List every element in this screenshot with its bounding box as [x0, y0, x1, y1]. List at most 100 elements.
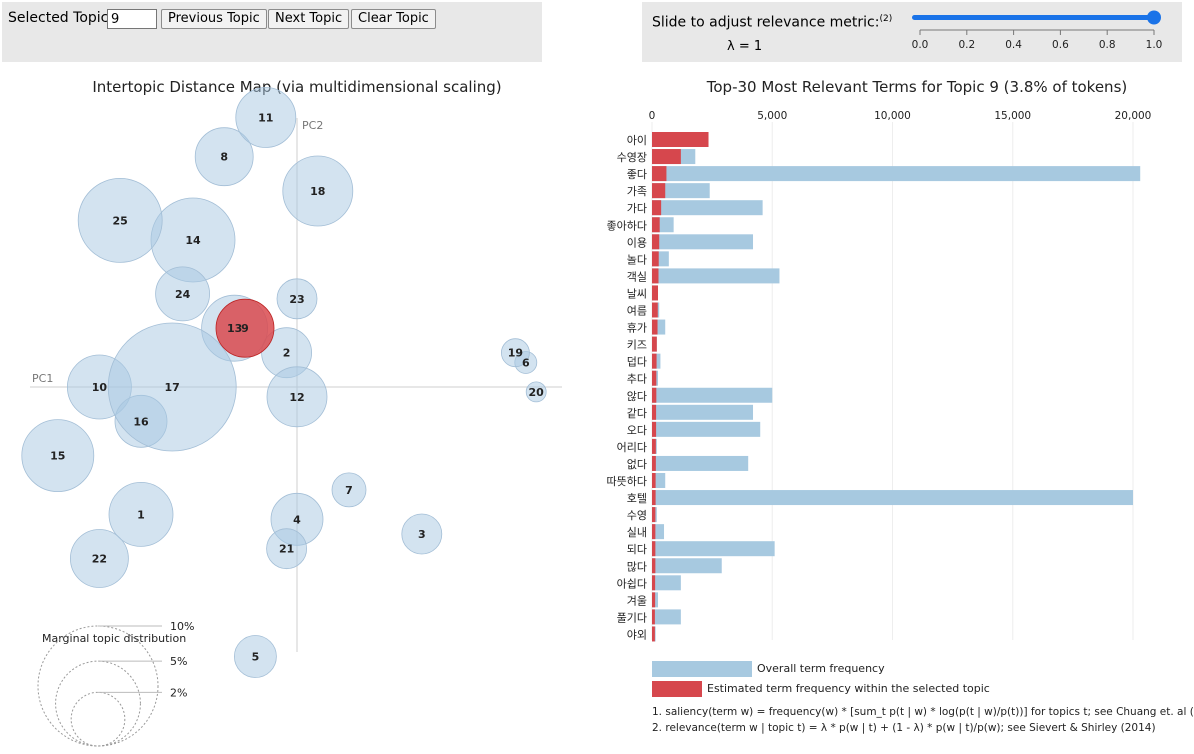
term-label[interactable]: 같다	[627, 407, 647, 420]
overall-frequency-bar[interactable]	[652, 558, 722, 574]
overall-frequency-bar[interactable]	[652, 455, 749, 471]
overall-frequency-bar[interactable]	[652, 421, 761, 437]
term-label[interactable]: 없다	[627, 458, 647, 471]
topic-bubble-20[interactable]	[525, 381, 547, 403]
topic-frequency-bar[interactable]	[652, 558, 656, 574]
topic-frequency-bar[interactable]	[652, 455, 656, 471]
topic-bubble-12[interactable]	[266, 366, 328, 428]
term-label[interactable]: 좋다	[627, 168, 647, 181]
topic-frequency-bar[interactable]	[652, 524, 656, 540]
term-label[interactable]: 많다	[627, 560, 647, 573]
topic-frequency-bar[interactable]	[652, 319, 658, 335]
topic-frequency-bar[interactable]	[652, 609, 655, 625]
topic-frequency-bar[interactable]	[652, 473, 656, 488]
term-label[interactable]: 되다	[627, 543, 647, 556]
topic-bubble-15[interactable]	[21, 419, 95, 493]
topic-frequency-bar[interactable]	[652, 404, 657, 420]
topic-frequency-bar[interactable]	[652, 217, 660, 233]
topic-frequency-bar[interactable]	[652, 132, 709, 147]
term-bars[interactable]	[652, 132, 1141, 642]
term-label[interactable]: 가족	[627, 185, 647, 198]
term-label[interactable]: 수영장	[617, 151, 647, 164]
topic-bubble-19[interactable]	[501, 338, 530, 368]
topic-bubble-11[interactable]	[235, 87, 297, 148]
topic-frequency-bar[interactable]	[652, 490, 656, 506]
topic-frequency-bar[interactable]	[652, 302, 658, 318]
topic-frequency-bar[interactable]	[652, 592, 656, 608]
relevance-slider[interactable]: 0.0 0.2 0.4 0.6 0.8 1.0	[904, 4, 1174, 60]
overall-frequency-bar[interactable]	[652, 541, 775, 557]
overall-frequency-bar[interactable]	[652, 490, 1133, 506]
overall-frequency-bar[interactable]	[652, 200, 763, 216]
topic-frequency-bar[interactable]	[652, 575, 656, 591]
term-label[interactable]: 키즈	[627, 339, 647, 352]
term-label[interactable]: 휴가	[627, 322, 647, 335]
topic-bubble-3[interactable]	[401, 513, 443, 555]
topic-bubble-25[interactable]	[77, 177, 163, 263]
overall-frequency-bar[interactable]	[652, 609, 681, 625]
topic-frequency-bar[interactable]	[652, 626, 655, 642]
overall-frequency-bar[interactable]	[652, 183, 710, 199]
overall-frequency-bar[interactable]	[652, 268, 780, 284]
term-label[interactable]: 이용	[627, 236, 647, 249]
term-label[interactable]: 날씨	[627, 287, 647, 300]
slider-track[interactable]	[912, 15, 1158, 20]
term-label[interactable]: 아이	[627, 134, 647, 147]
topic-frequency-bar[interactable]	[652, 336, 657, 352]
topic-frequency-bar[interactable]	[652, 370, 657, 386]
topic-bubbles[interactable]	[21, 87, 547, 678]
topic-frequency-bar[interactable]	[652, 541, 656, 557]
topic-bubble-21[interactable]	[266, 528, 308, 570]
topic-frequency-bar[interactable]	[652, 421, 657, 437]
topic-bubble-5[interactable]	[233, 635, 277, 678]
overall-frequency-bar[interactable]	[652, 234, 754, 250]
topic-frequency-bar[interactable]	[652, 149, 681, 165]
slider-thumb[interactable]	[1147, 10, 1161, 25]
term-label[interactable]: 놀다	[627, 253, 647, 266]
topic-frequency-bar[interactable]	[652, 438, 656, 454]
topic-bubble-selected-9[interactable]	[215, 298, 275, 358]
term-label[interactable]: 실내	[627, 526, 647, 539]
term-label[interactable]: 객실	[627, 270, 647, 283]
selected-topic-input[interactable]	[107, 9, 157, 29]
topic-bubble-7[interactable]	[331, 472, 367, 508]
term-label[interactable]: 겨울	[627, 594, 647, 607]
clear-topic-button[interactable]: Clear Topic	[351, 9, 436, 29]
topic-bubble-1[interactable]	[108, 482, 174, 547]
term-label[interactable]: 수영	[627, 509, 647, 522]
term-label[interactable]: 추다	[627, 373, 647, 386]
term-label[interactable]: 아쉽다	[617, 577, 647, 590]
topic-bubble-17[interactable]	[107, 322, 237, 452]
term-label[interactable]: 않다	[627, 390, 647, 403]
term-label[interactable]: 따뜻하다	[607, 474, 647, 488]
topic-frequency-bar[interactable]	[652, 353, 657, 369]
topic-frequency-bar[interactable]	[652, 200, 662, 216]
term-label[interactable]: 가다	[627, 202, 647, 215]
next-topic-button[interactable]: Next Topic	[268, 9, 350, 29]
term-label[interactable]: 야외	[627, 628, 647, 641]
topic-frequency-bar[interactable]	[652, 251, 659, 267]
topic-bubble-22[interactable]	[70, 529, 129, 588]
topic-bubble-23[interactable]	[276, 278, 318, 320]
topic-bubble-24[interactable]	[155, 266, 211, 322]
term-label[interactable]: 여름	[627, 305, 647, 318]
term-label[interactable]: 호텔	[627, 492, 647, 505]
topic-frequency-bar[interactable]	[652, 285, 659, 301]
topic-frequency-bar[interactable]	[652, 166, 667, 182]
topic-bubble-8[interactable]	[194, 127, 254, 187]
term-label[interactable]: 어리다	[617, 441, 647, 454]
previous-topic-button[interactable]: Previous Topic	[161, 9, 267, 29]
term-labels[interactable]: 아이수영장좋다가족가다좋아하다이용놀다객실날씨여름휴가키즈덥다추다않다같다오다어…	[607, 134, 647, 641]
overall-frequency-bar[interactable]	[652, 387, 773, 403]
topic-bubble-18[interactable]	[282, 155, 354, 227]
topic-frequency-bar[interactable]	[652, 234, 660, 250]
topic-frequency-bar[interactable]	[652, 387, 657, 403]
term-label[interactable]: 오다	[627, 424, 647, 437]
topic-frequency-bar[interactable]	[652, 268, 659, 284]
overall-frequency-bar[interactable]	[652, 404, 754, 420]
term-label[interactable]: 좋아하다	[607, 218, 647, 232]
overall-frequency-bar[interactable]	[652, 575, 681, 591]
topic-frequency-bar[interactable]	[652, 183, 666, 199]
topic-frequency-bar[interactable]	[652, 507, 656, 523]
term-label[interactable]: 덥다	[627, 356, 647, 369]
